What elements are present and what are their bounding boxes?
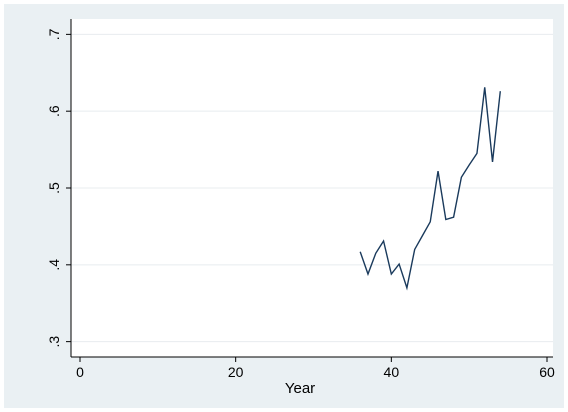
x-tick-label: 40 [384,364,400,380]
x-tick-label: 60 [539,364,555,380]
chart-background: .3 .4 .5 .6 .7 0 20 40 60 Year [4,4,564,408]
series-line [359,87,501,291]
y-tick-label: .5 [46,182,62,194]
y-tick-label: .4 [46,259,62,271]
gridlines [71,33,553,343]
line-chart: .3 .4 .5 .6 .7 0 20 40 60 Year [46,19,555,397]
axes: .3 .4 .5 .6 .7 0 20 40 60 [46,19,555,380]
x-tick-label: 0 [76,364,84,380]
x-axis-title: Year [285,380,315,397]
x-tick-label: 20 [228,364,244,380]
y-tick-label: .7 [46,28,62,40]
y-tick-label: .6 [46,105,62,117]
series-layer [359,87,501,291]
y-tick-label: .3 [46,336,62,348]
